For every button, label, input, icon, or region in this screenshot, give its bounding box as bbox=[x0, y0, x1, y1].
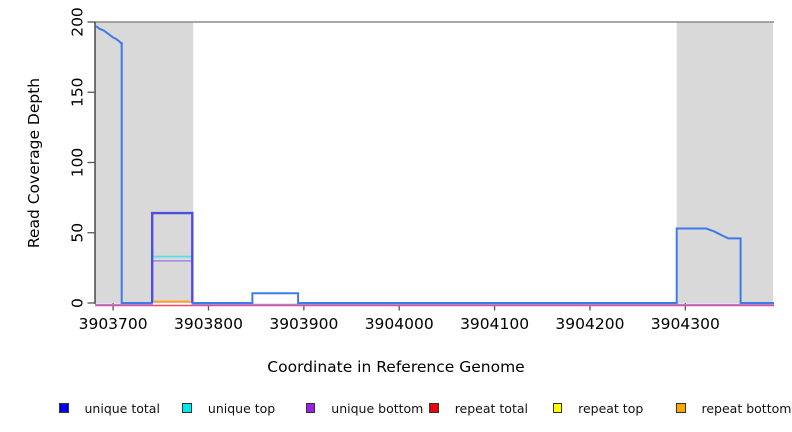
x-tick-label: 3904300 bbox=[651, 315, 720, 333]
x-tick-label: 3904200 bbox=[555, 315, 624, 333]
y-axis-title: Read Coverage Depth bbox=[25, 77, 43, 249]
shaded-repeat-region bbox=[676, 22, 774, 303]
y-tick-label: 150 bbox=[69, 77, 87, 107]
legend-item-label: unique total bbox=[84, 400, 160, 416]
y-tick-label: 100 bbox=[69, 148, 87, 178]
x-tick-label: 3903700 bbox=[79, 315, 148, 333]
x-tick-label: 3904100 bbox=[460, 315, 529, 333]
legend: unique total unique top unique bottom repea… bbox=[0, 399, 792, 419]
legend-item-unique-total: unique total bbox=[59, 399, 160, 417]
legend-item-label: repeat total bbox=[454, 400, 528, 416]
series-line-unique-bottom bbox=[95, 260, 774, 306]
legend-item-label: repeat top bbox=[578, 400, 644, 416]
legend-item-label: repeat bottom bbox=[701, 400, 792, 416]
legend-swatch-icon bbox=[429, 403, 439, 413]
y-tick-label: 200 bbox=[69, 7, 87, 37]
series-line-unique-total bbox=[150, 211, 194, 303]
legend-item-repeat-bottom: repeat bottom bbox=[676, 399, 791, 417]
legend-swatch-icon bbox=[552, 403, 563, 413]
series-line-unique-total bbox=[192, 227, 774, 304]
y-tick-label: 0 bbox=[69, 298, 87, 308]
x-axis-title: Coordinate in Reference Genome bbox=[267, 358, 525, 376]
x-tick-label: 3903900 bbox=[269, 315, 338, 333]
series-line-unique-total bbox=[95, 25, 153, 304]
legend-swatch-icon bbox=[676, 403, 686, 413]
legend-item-label: unique top bbox=[207, 400, 276, 416]
legend-swatch-icon bbox=[182, 403, 192, 413]
legend-item-label: unique bottom bbox=[331, 400, 424, 416]
legend-item-unique-top: unique top bbox=[182, 399, 275, 417]
x-tick-label: 3903800 bbox=[174, 315, 243, 333]
x-tick-label: 3904000 bbox=[365, 315, 434, 333]
legend-item-repeat-total: repeat total bbox=[429, 399, 528, 417]
legend-swatch-icon bbox=[305, 403, 316, 413]
legend-swatch-icon bbox=[59, 403, 69, 413]
legend-item-unique-bottom: unique bottom bbox=[305, 399, 424, 417]
y-tick-label: 50 bbox=[69, 223, 87, 243]
legend-item-repeat-top: repeat top bbox=[552, 399, 644, 417]
